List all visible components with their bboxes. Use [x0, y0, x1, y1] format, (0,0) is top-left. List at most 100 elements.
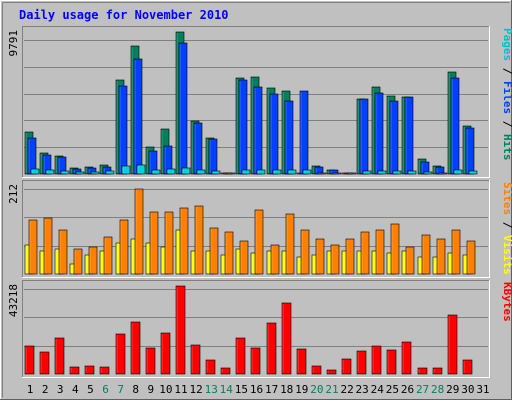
bar-sites-day-22 — [345, 238, 355, 275]
x-tick-label: 23 — [356, 383, 369, 396]
bar-pages-day-28 — [438, 172, 448, 175]
bar-kbytes-day-30 — [462, 359, 473, 375]
x-tick-label: 19 — [295, 383, 308, 396]
bar-pages-day-11 — [181, 167, 191, 175]
bar-pages-day-21 — [332, 172, 342, 175]
bar-kbytes-day-26 — [401, 341, 412, 375]
bar-sites-day-21 — [330, 244, 340, 275]
bar-sites-day-2 — [43, 217, 53, 275]
bar-kbytes-day-9 — [145, 347, 156, 375]
bar-pages-day-20 — [317, 172, 327, 175]
bars — [24, 188, 476, 275]
x-tick-label: 10 — [159, 383, 172, 396]
bar-kbytes-day-6 — [99, 366, 110, 375]
bar-kbytes-day-11 — [175, 285, 186, 375]
bar-kbytes-day-15 — [235, 337, 246, 375]
x-tick-label: 8 — [132, 383, 139, 396]
bar-sites-day-24 — [375, 229, 385, 275]
bar-sites-day-17 — [270, 244, 280, 275]
bar-kbytes-day-5 — [84, 365, 95, 375]
x-tick-label: 29 — [446, 383, 459, 396]
bar-pages-day-14 — [226, 172, 236, 175]
x-tick-label: 17 — [265, 383, 278, 396]
bar-sites-day-3 — [58, 229, 68, 275]
x-tick-label: 22 — [340, 383, 353, 396]
legend-label: KBytes — [501, 282, 512, 322]
bar-sites-day-19 — [300, 229, 310, 275]
bar-pages-day-22 — [347, 172, 357, 175]
bar-kbytes-day-10 — [160, 332, 171, 375]
bar-pages-day-15 — [241, 169, 251, 175]
bar-pages-day-9 — [151, 169, 161, 175]
bar-sites-day-6 — [103, 236, 113, 275]
bar-sites-day-4 — [73, 248, 83, 275]
x-tick-label: 1 — [27, 383, 34, 396]
bar-pages-day-16 — [256, 169, 266, 175]
bar-pages-day-26 — [407, 170, 417, 175]
bar-pages-day-12 — [196, 169, 206, 175]
bar-sites-day-10 — [164, 211, 174, 275]
bar-sites-day-16 — [254, 209, 264, 275]
bar-pages-day-5 — [90, 171, 100, 175]
y-max-label: 43218 — [7, 284, 20, 317]
bar-pages-day-3 — [60, 170, 70, 175]
bar-kbytes-day-4 — [69, 366, 80, 375]
bar-pages-day-30 — [468, 170, 478, 175]
bar-kbytes-day-12 — [190, 344, 201, 375]
bar-sites-day-23 — [360, 231, 370, 275]
legend-entry: Hits — [501, 134, 512, 161]
bar-pages-day-6 — [105, 170, 115, 175]
x-tick-label: 4 — [72, 383, 79, 396]
x-tick-label: 18 — [280, 383, 293, 396]
bar-sites-day-28 — [436, 238, 446, 275]
bar-sites-day-18 — [285, 213, 295, 275]
panel-hits-files-pages: 9791 Pages / Files / Hits — [7, 26, 512, 178]
bar-kbytes-day-1 — [24, 345, 35, 375]
x-tick-label: 5 — [87, 383, 94, 396]
bar-pages-day-18 — [287, 169, 297, 175]
bar-pages-day-19 — [302, 169, 312, 175]
bar-kbytes-day-28 — [432, 367, 443, 375]
bar-pages-day-24 — [377, 170, 387, 175]
legend-label: Pages / Files / Hits — [501, 28, 512, 161]
x-tick-label: 27 — [416, 383, 429, 396]
legend-entry: / — [501, 61, 512, 81]
bar-kbytes-day-18 — [281, 302, 292, 375]
x-tick-label: 16 — [250, 383, 263, 396]
bar-sites-day-8 — [134, 188, 144, 275]
bar-kbytes-day-21 — [326, 369, 337, 375]
x-tick-label: 21 — [325, 383, 338, 396]
bar-sites-day-13 — [209, 227, 219, 275]
bar-kbytes-day-20 — [311, 365, 322, 375]
bar-sites-day-1 — [28, 219, 38, 275]
y-max-label: 212 — [7, 184, 20, 204]
bar-pages-day-7 — [121, 165, 131, 175]
x-tick-label: 2 — [42, 383, 49, 396]
x-tick-label: 3 — [57, 383, 64, 396]
x-tick-label: 25 — [386, 383, 399, 396]
bar-sites-day-9 — [149, 211, 159, 275]
bars — [24, 31, 478, 175]
bar-kbytes-day-2 — [39, 351, 50, 375]
bar-pages-day-23 — [362, 170, 372, 175]
bar-sites-day-29 — [451, 229, 461, 275]
bar-kbytes-day-8 — [130, 321, 141, 375]
legend-entry: Pages — [501, 28, 512, 61]
legend-label: Sites / Visits — [501, 182, 512, 275]
x-tick-label: 28 — [431, 383, 444, 396]
bars — [24, 285, 473, 375]
panel-kbytes: 43218 KBytes — [7, 280, 512, 378]
bar-kbytes-day-7 — [115, 333, 126, 375]
bar-sites-day-11 — [179, 207, 189, 275]
bar-pages-day-13 — [211, 170, 221, 175]
x-tick-label: 6 — [102, 383, 109, 396]
bar-sites-day-5 — [88, 246, 98, 275]
bar-sites-day-12 — [194, 205, 204, 275]
bar-kbytes-day-23 — [356, 350, 367, 375]
legend-entry: Sites — [501, 182, 512, 215]
bar-sites-day-15 — [239, 240, 249, 275]
bar-pages-day-25 — [392, 170, 402, 175]
x-tick-label: 7 — [117, 383, 124, 396]
legend-entry: Files — [501, 81, 512, 114]
